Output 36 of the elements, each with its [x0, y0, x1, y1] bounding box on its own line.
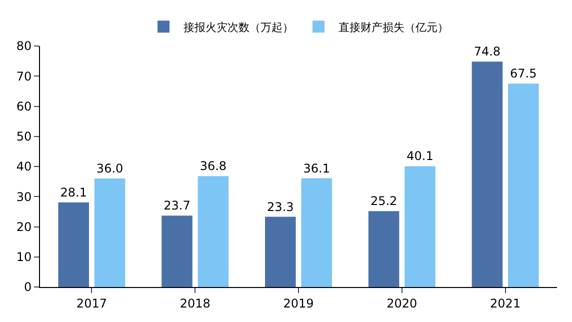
text: 25.2: [370, 194, 398, 208]
y-tick-label: 20: [16, 220, 32, 234]
text: 23.3: [267, 200, 294, 214]
y-tick-label: 40: [16, 160, 32, 174]
bar: [301, 178, 332, 287]
text: 67.5: [510, 66, 537, 81]
legend-label: 接报火灾次数（万起）: [184, 20, 294, 34]
bar: [198, 176, 229, 287]
bar: [472, 62, 503, 287]
text: 36.0: [96, 162, 124, 176]
y-tick-label: 30: [16, 190, 32, 204]
y-tick-label: 80: [16, 39, 32, 54]
y-tick-label: 50: [16, 130, 32, 144]
y-tick-label: 10: [16, 250, 32, 264]
bar: [368, 211, 400, 287]
x-tick-label: 2017: [76, 296, 107, 310]
y-tick-label: 70: [16, 69, 32, 84]
x-tick-label: 2020: [386, 296, 418, 310]
bar: [404, 166, 436, 287]
text: 40.1: [406, 149, 434, 164]
x-tick-label: 2021: [490, 296, 521, 310]
text: 23.7: [164, 198, 190, 213]
bar: [162, 216, 192, 287]
text: 74.8: [474, 44, 501, 59]
y-tick-label: 60: [16, 99, 32, 114]
x-tick-label: 2019: [283, 296, 314, 310]
bar: [58, 202, 89, 287]
bar: [94, 178, 126, 287]
text: 28.1: [60, 185, 87, 200]
legend-label: 直接财产损失（亿元）: [338, 20, 448, 34]
text: 36.1: [303, 161, 330, 176]
x-tick-label: 2018: [180, 296, 210, 310]
bar: [508, 84, 539, 287]
y-tick-label: 0: [24, 280, 32, 294]
bar: [265, 216, 296, 287]
text: 36.8: [200, 159, 227, 174]
